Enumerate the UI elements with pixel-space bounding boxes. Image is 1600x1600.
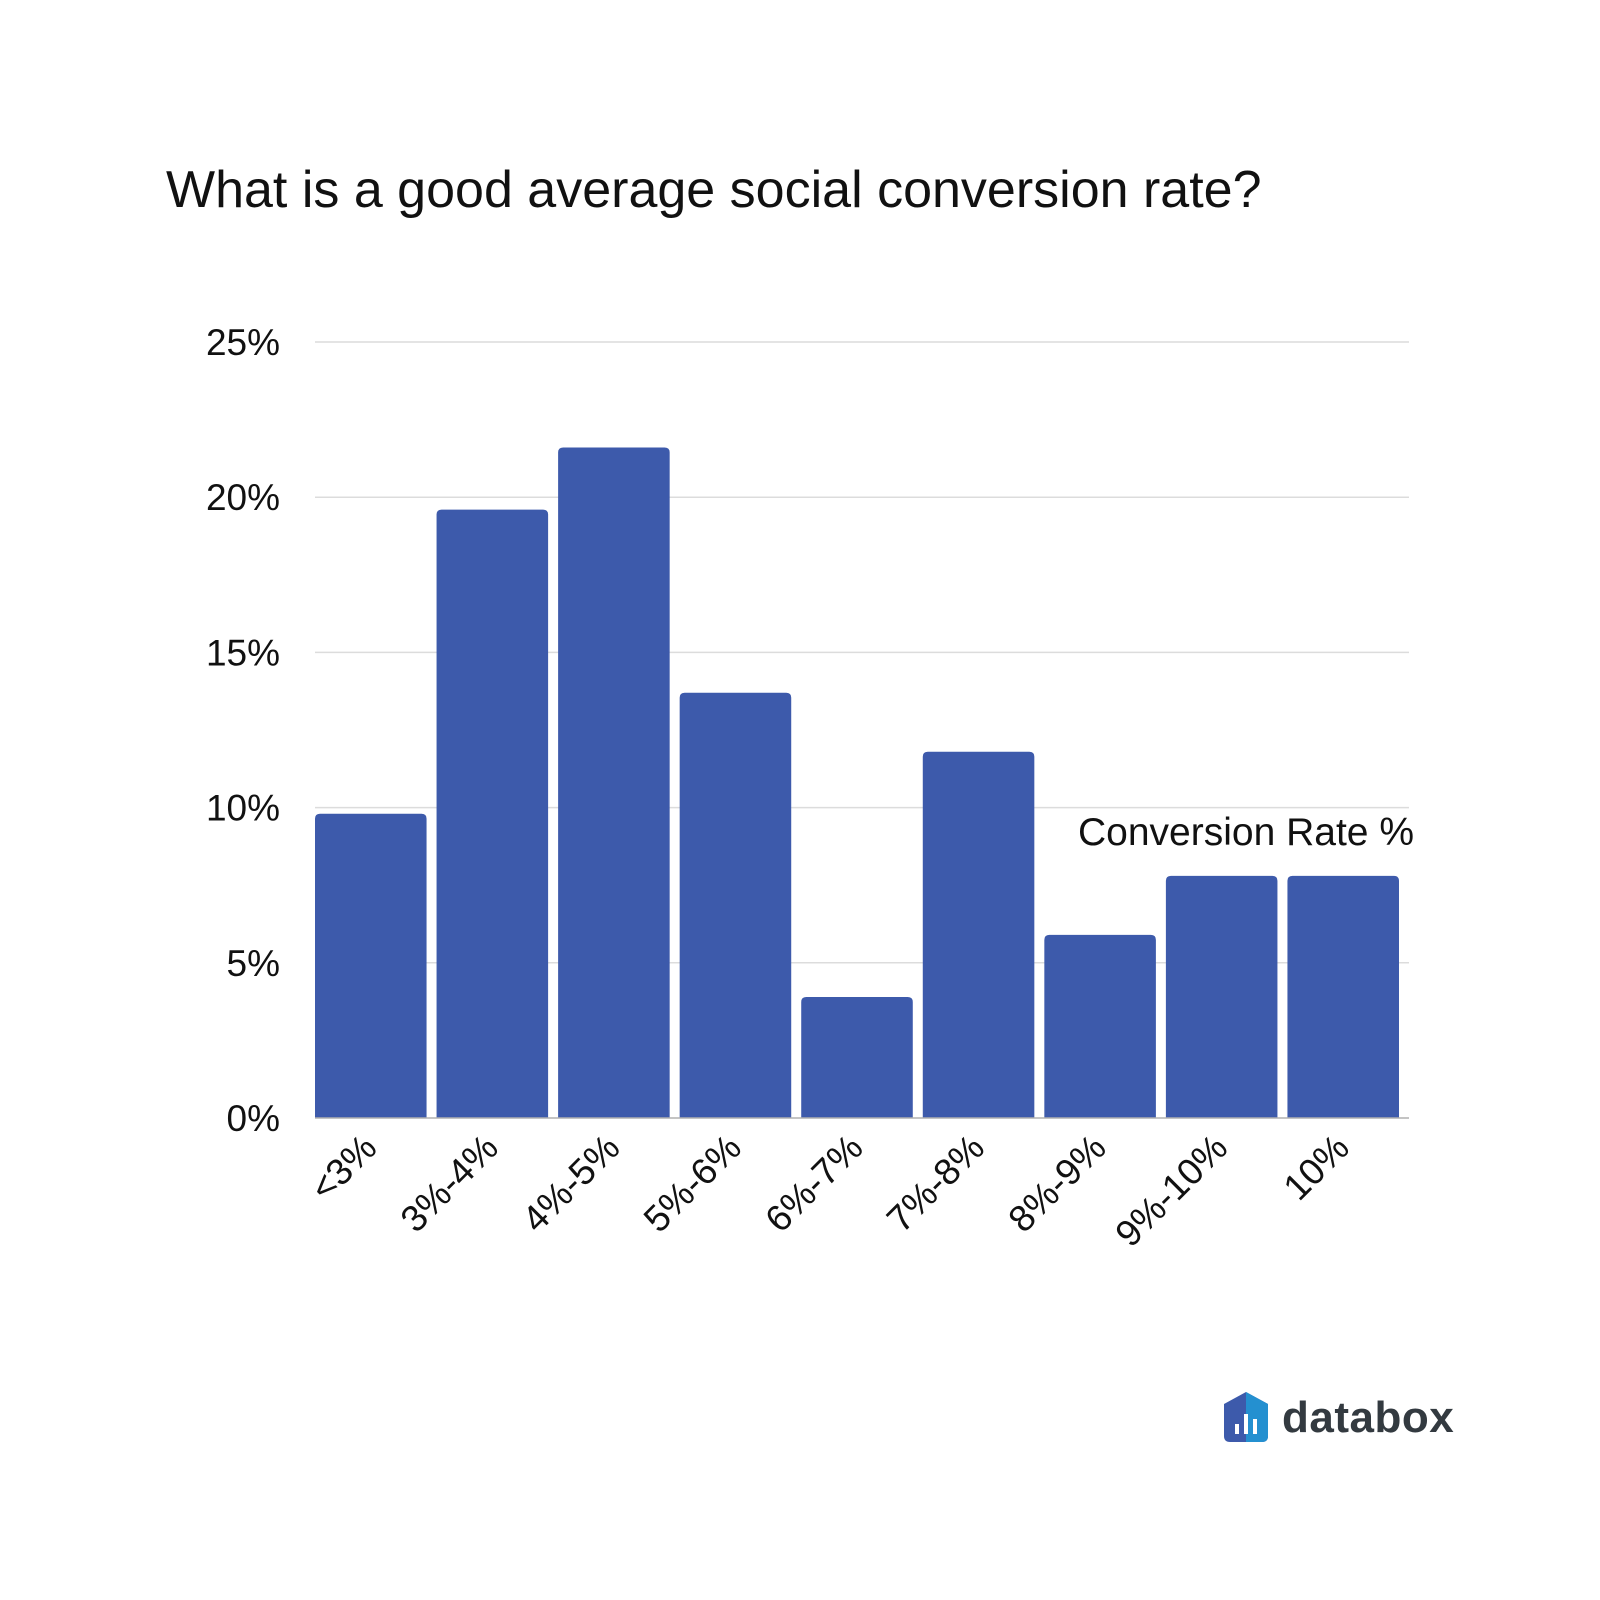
y-tick-label: 0%	[227, 1098, 280, 1139]
bar	[679, 692, 792, 1118]
databox-logo: databox	[1222, 1392, 1454, 1444]
x-tick-label: 10%	[1276, 1127, 1357, 1208]
bar	[1287, 875, 1399, 1118]
x-tick-label: 6%-7%	[757, 1127, 870, 1240]
bar	[1044, 934, 1156, 1118]
x-tick-label: 5%-6%	[636, 1127, 749, 1240]
x-tick-label: 4%-5%	[514, 1127, 627, 1240]
x-tick-label: 9%-10%	[1107, 1127, 1235, 1255]
y-tick-label: 20%	[206, 477, 280, 518]
bar	[1165, 875, 1278, 1118]
databox-logo-icon	[1224, 1392, 1268, 1442]
legend-label: Conversion Rate %	[1078, 811, 1414, 854]
x-tick-label: 8%-9%	[1000, 1127, 1113, 1240]
bar	[558, 447, 670, 1118]
bar	[315, 813, 427, 1118]
y-tick-label: 15%	[206, 632, 280, 673]
y-tick-label: 25%	[206, 322, 280, 363]
x-tick-label: 7%-8%	[879, 1127, 992, 1240]
y-tick-label: 5%	[227, 943, 280, 984]
databox-logo-text: databox	[1282, 1393, 1455, 1442]
chart-title: What is a good average social conversion…	[166, 161, 1262, 219]
x-tick-label: 3%-4%	[393, 1127, 506, 1240]
x-tick-label: <3%	[302, 1127, 384, 1209]
bar	[922, 751, 1035, 1118]
bar	[801, 996, 913, 1118]
bar	[436, 509, 549, 1119]
y-tick-label: 10%	[206, 788, 280, 829]
